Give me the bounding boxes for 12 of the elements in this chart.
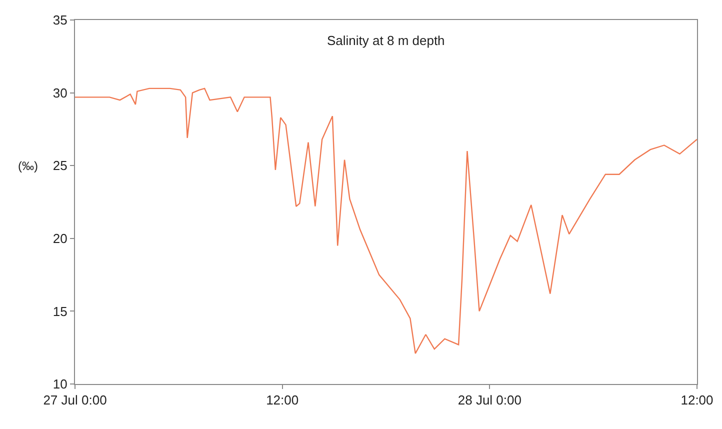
y-tick-label: 25: [52, 158, 68, 174]
text: Salinity at 8 m depth: [327, 33, 445, 48]
y-tick-label: 35: [52, 12, 68, 28]
y-axis-title: (‰): [18, 159, 38, 173]
y-tick-label: 20: [52, 230, 68, 246]
y-tick-label: 10: [52, 376, 68, 392]
x-tick-label: 27 Jul 0:00: [43, 392, 107, 408]
y-tick-label: 15: [52, 304, 68, 319]
x-tick-label: 12:00: [680, 392, 714, 408]
x-tick-label: 12:00: [266, 392, 299, 408]
y-tick-label: 30: [52, 85, 68, 100]
x-tick-label: 28 Jul 0:00: [458, 392, 522, 408]
